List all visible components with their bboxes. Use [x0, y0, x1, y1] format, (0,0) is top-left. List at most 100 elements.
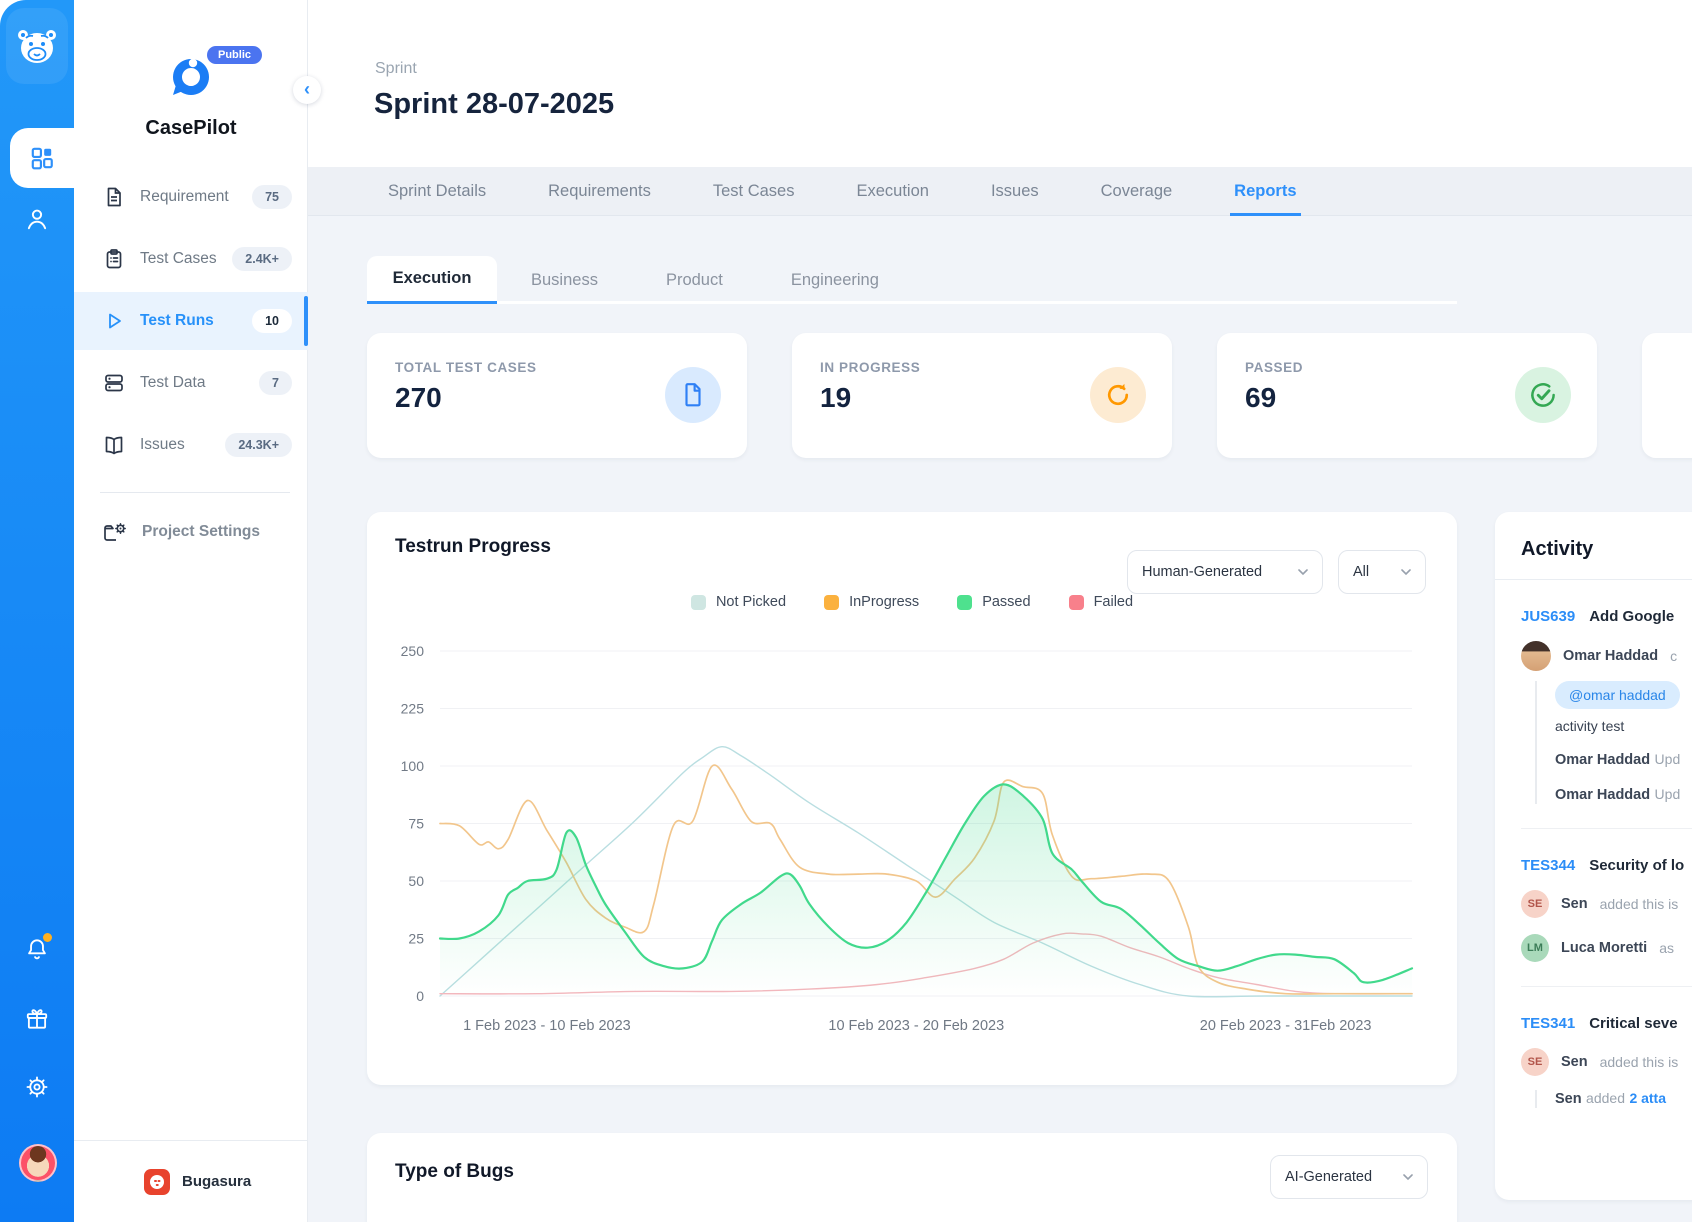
rail-item-dashboard[interactable] [10, 128, 74, 188]
source-filter-dropdown[interactable]: Human-Generated [1127, 550, 1323, 594]
avatar: SE [1521, 890, 1549, 918]
document-icon [665, 367, 721, 423]
activity-event: Omar Haddad Upd [1555, 786, 1692, 804]
tab-execution[interactable]: Execution [856, 181, 929, 200]
tab-test-cases[interactable]: Test Cases [712, 181, 795, 200]
stats-row: TOTAL TEST CASES 270 IN PROGRESS 19 PASS… [367, 333, 1692, 458]
legend-chip [1068, 594, 1084, 610]
legend-chip [690, 594, 706, 610]
activity-item-header: TES344 Security of lo [1521, 857, 1692, 874]
sidebar-menu: Requirement 75 Test Cases 2.4K+ Test Run… [74, 168, 308, 557]
tab-requirements[interactable]: Requirements [548, 181, 651, 200]
activity-event: SE Sen added this is [1521, 1048, 1692, 1076]
rail-item-settings[interactable] [0, 1074, 74, 1100]
subtab-product[interactable]: Product [665, 270, 723, 289]
clipboard-icon [106, 249, 122, 269]
comment-thread: @omar haddad activity test Omar Haddad U… [1535, 681, 1692, 804]
tab-issues[interactable]: Issues [990, 181, 1039, 200]
sidebar-item-label: Test Cases [140, 250, 217, 267]
user-avatar[interactable] [19, 1144, 57, 1182]
divider [100, 492, 290, 493]
svg-text:0: 0 [416, 988, 424, 1004]
attachments-link[interactable]: 2 atta [1629, 1090, 1667, 1106]
subtab-business[interactable]: Business [531, 270, 598, 289]
count-badge: 10 [252, 309, 292, 333]
count-badge: 7 [259, 371, 292, 395]
stat-label: IN PROGRESS [820, 360, 921, 375]
comment-author-row: Omar Haddad c [1521, 641, 1692, 671]
subtab-underline [367, 301, 1457, 304]
rail-item-notifications[interactable] [0, 933, 74, 967]
report-subtabs: Execution Business Product Engineering [367, 256, 913, 304]
sidebar-item-label: Project Settings [142, 523, 260, 540]
bugasura-monkey-icon[interactable] [6, 8, 68, 84]
legend-item-inprogress: InProgress [824, 594, 919, 610]
tab-sprint-details[interactable]: Sprint Details [388, 181, 487, 200]
activity-title: Activity [1521, 538, 1594, 560]
public-badge: Public [206, 46, 262, 64]
event-text: as [1659, 940, 1674, 956]
rail-item-people[interactable] [0, 206, 74, 232]
sidebar-item-issues[interactable]: Issues 24.3K+ [74, 416, 308, 474]
page-title: Sprint 28-07-2025 [374, 88, 615, 120]
subtab-execution[interactable]: Execution [367, 256, 497, 304]
event-text: added this is [1599, 1054, 1679, 1070]
refresh-icon [1090, 367, 1146, 423]
activity-event: Omar Haddad Upd [1555, 751, 1692, 769]
issue-title: Critical seve [1589, 1015, 1678, 1032]
dropdown-value: AI-Generated [1285, 1169, 1373, 1185]
legend-label: InProgress [849, 594, 920, 610]
stat-value: 19 [820, 382, 852, 413]
app-rail [0, 0, 74, 1222]
rail-item-rewards[interactable] [0, 1006, 74, 1032]
sidebar-item-test-data[interactable]: Test Data 7 [74, 354, 308, 412]
tab-reports[interactable]: Reports [1230, 167, 1301, 216]
bugasura-brand-label: Bugasura [182, 1173, 252, 1190]
divider [1495, 579, 1692, 580]
activity-item-header: JUS639 Add Google [1521, 608, 1692, 625]
sidebar-item-test-cases[interactable]: Test Cases 2.4K+ [74, 230, 308, 288]
chevron-down-icon [1298, 569, 1308, 576]
event-actor: Sen [1555, 1091, 1582, 1107]
book-icon [105, 436, 123, 455]
type-of-bugs-card: Type of Bugs AI-Generated [367, 1133, 1457, 1222]
issue-id-link[interactable]: TES341 [1521, 1015, 1576, 1032]
sidebar-item-requirement[interactable]: Requirement 75 [74, 168, 308, 226]
main-tabs: Sprint Details Requirements Test Cases E… [308, 167, 1692, 216]
activity-event: LM Luca Moretti as [1521, 934, 1692, 962]
sidebar-item-project-settings[interactable]: Project Settings [74, 507, 308, 557]
subtab-engineering[interactable]: Engineering [790, 270, 879, 289]
svg-text:250: 250 [401, 643, 425, 659]
casepilot-logo [173, 58, 210, 95]
sidebar-collapse-button[interactable]: ‹ [293, 76, 321, 104]
divider [1521, 828, 1692, 829]
event-text: added [1586, 1090, 1625, 1106]
issue-id-link[interactable]: TES344 [1521, 857, 1576, 874]
dropdown-value: All [1353, 564, 1370, 580]
legend-label: Passed [982, 594, 1031, 610]
event-actor: Sen [1561, 1054, 1588, 1070]
divider [1521, 986, 1692, 987]
play-icon [109, 313, 121, 329]
activity-panel: Activity JUS639 Add Google Omar Haddad c… [1495, 512, 1692, 1200]
event-actor: Luca Moretti [1561, 940, 1648, 956]
testrun-progress-card: Testrun Progress Human-Generated All Not… [367, 512, 1457, 1085]
testrun-progress-chart: 0 25 50 75 100 225 250 1 Feb 2023 - 10 Feb 2023… [401, 643, 1414, 1034]
mention-link[interactable]: @omar haddad [1555, 681, 1680, 709]
stat-value: 69 [1245, 382, 1277, 413]
scope-filter-dropdown[interactable]: All [1338, 550, 1426, 594]
database-icon [105, 374, 123, 392]
tab-coverage[interactable]: Coverage [1100, 181, 1173, 200]
dashboard-grid-icon [31, 147, 53, 170]
activity-event: Sen added 2 atta [1555, 1090, 1692, 1108]
bugs-filter-dropdown[interactable]: AI-Generated [1270, 1155, 1428, 1199]
count-badge: 75 [252, 185, 292, 209]
issue-id-link[interactable]: JUS639 [1521, 608, 1576, 625]
brand: Public CasePilot [74, 46, 308, 140]
legend-chip [824, 594, 840, 610]
stat-card-total-test-cases: TOTAL TEST CASES 270 [367, 333, 747, 458]
activity-feed: JUS639 Add Google Omar Haddad c @omar ha… [1495, 608, 1692, 1108]
chevron-down-icon [1403, 1174, 1413, 1181]
sidebar-item-test-runs[interactable]: Test Runs 10 [74, 292, 308, 350]
